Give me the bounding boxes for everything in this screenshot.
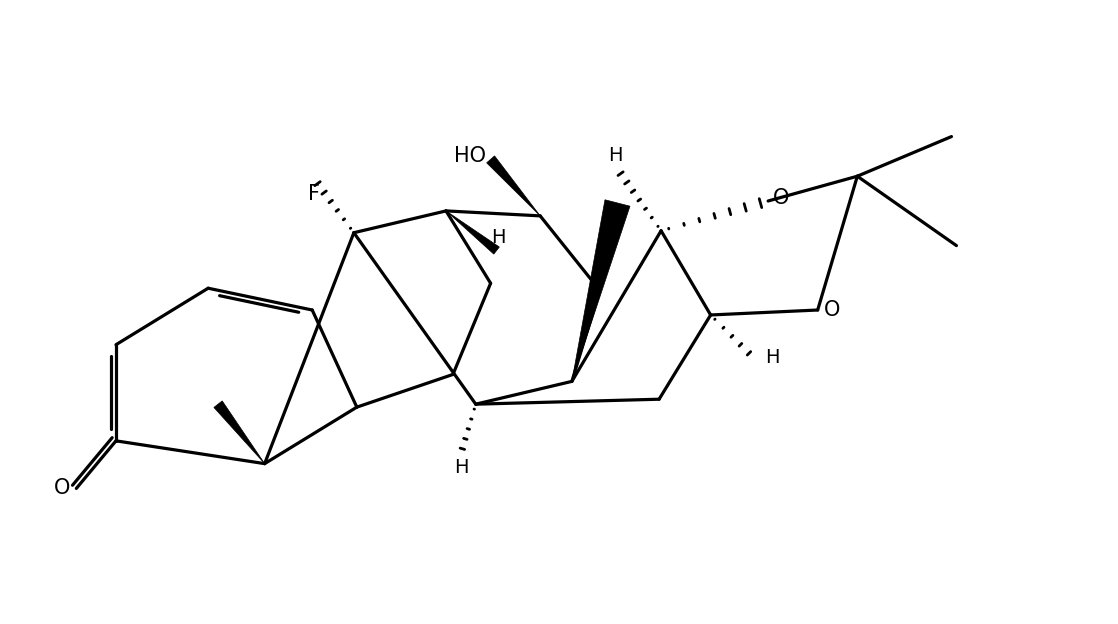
Text: F: F bbox=[309, 184, 320, 204]
Text: H: H bbox=[454, 457, 468, 477]
Polygon shape bbox=[446, 211, 500, 254]
Text: O: O bbox=[824, 300, 840, 320]
Polygon shape bbox=[486, 156, 540, 216]
Text: H: H bbox=[491, 228, 505, 246]
Text: O: O bbox=[54, 479, 70, 499]
Text: H: H bbox=[608, 146, 623, 165]
Text: H: H bbox=[765, 348, 779, 367]
Polygon shape bbox=[572, 200, 629, 381]
Text: O: O bbox=[773, 188, 789, 208]
Text: HO: HO bbox=[454, 147, 485, 167]
Polygon shape bbox=[214, 401, 265, 464]
